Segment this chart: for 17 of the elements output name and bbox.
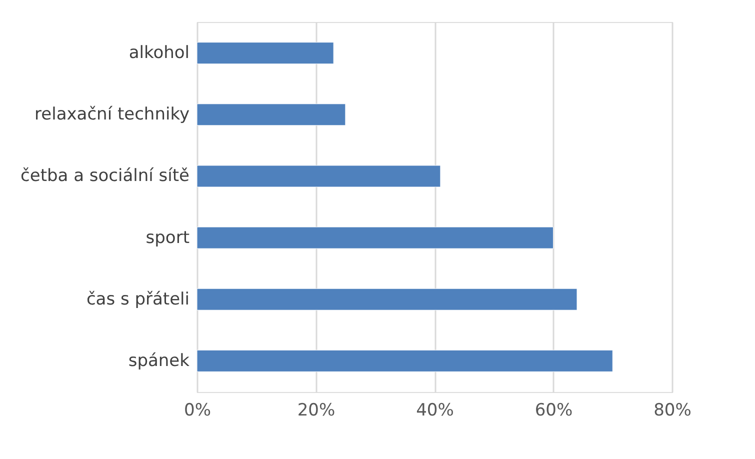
y-tick-label: četba a sociální sítě [20,166,190,186]
x-tick-label: 20% [297,400,336,420]
x-tick-label: 80% [654,400,692,420]
y-tick-label: relaxační techniky [34,104,190,125]
y-tick-label: spánek [128,350,190,371]
bar [196,350,613,372]
x-tick-label: 0% [184,400,211,420]
y-tick-label: alkohol [128,43,190,64]
x-tick-label: 60% [534,400,573,420]
y-tick-label: čas s přáteli [86,289,190,310]
bar [196,165,441,188]
x-tick-label: 40% [416,400,454,420]
y-tick-label: sport [146,228,190,248]
bar [196,288,578,310]
bar [196,42,334,64]
bar [196,104,346,126]
bar [196,226,554,249]
